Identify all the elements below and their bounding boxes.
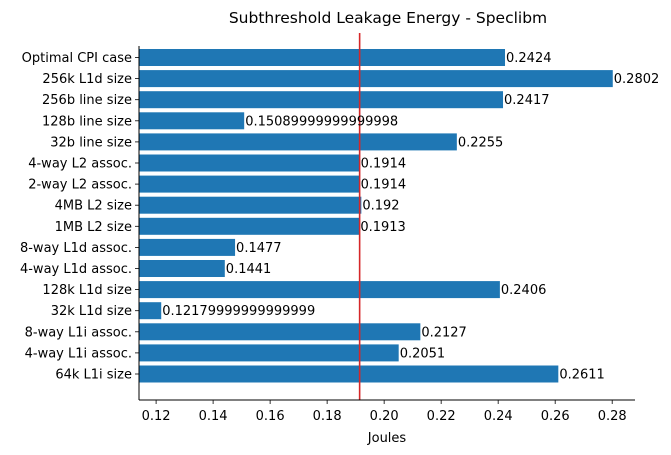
bar bbox=[139, 133, 457, 151]
y-tick-label: 128k L1d size bbox=[42, 283, 132, 298]
axes-layer bbox=[135, 46, 635, 404]
y-tick-label: 256b line size bbox=[42, 93, 132, 108]
y-tick-label: 8-way L1d assoc. bbox=[20, 241, 132, 256]
y-tick-label: 32k L1d size bbox=[51, 304, 132, 319]
y-tick-label: 4-way L2 assoc. bbox=[28, 157, 132, 172]
data-label: 0.1441 bbox=[226, 262, 271, 277]
bar bbox=[139, 112, 245, 130]
y-tick-label: Optimal CPI case bbox=[22, 51, 132, 66]
bar bbox=[139, 49, 506, 66]
data-label: 0.1914 bbox=[361, 178, 407, 193]
y-tick-label: 32b line size bbox=[50, 135, 132, 150]
data-label: 0.2127 bbox=[421, 325, 467, 340]
data-label: 0.2424 bbox=[506, 51, 552, 66]
bar bbox=[139, 238, 236, 256]
data-label: 0.192 bbox=[362, 199, 399, 214]
data-labels: 0.2424 0.2802 0.2417 0.15089999999999998 0.2… bbox=[162, 51, 659, 383]
data-label: 0.1914 bbox=[361, 157, 407, 172]
x-tick-label: 0.22 bbox=[427, 409, 456, 424]
x-tick-label: 0.26 bbox=[541, 409, 570, 424]
data-label: 0.1913 bbox=[360, 220, 406, 235]
y-tick-labels: Optimal CPI case 256k L1d size 256b line s… bbox=[20, 51, 132, 383]
bar bbox=[139, 70, 613, 88]
y-tick-label: 4-way L1d assoc. bbox=[20, 262, 132, 277]
x-tick-label: 0.12 bbox=[142, 409, 171, 424]
data-label: 0.1477 bbox=[236, 241, 282, 256]
bar bbox=[139, 323, 421, 341]
y-tick-label: 8-way L1i assoc. bbox=[25, 325, 132, 340]
y-tick-label: 64k L1i size bbox=[55, 368, 132, 383]
data-label: 0.2406 bbox=[501, 283, 547, 298]
data-label: 0.2255 bbox=[458, 135, 504, 150]
data-label: 0.2417 bbox=[504, 93, 550, 108]
data-label: 0.2802 bbox=[614, 72, 660, 87]
bar bbox=[139, 175, 360, 193]
bar bbox=[139, 196, 362, 214]
x-tick-label: 0.28 bbox=[598, 409, 627, 424]
bar bbox=[139, 365, 559, 383]
y-tick-label: 4MB L2 size bbox=[55, 199, 132, 214]
bar bbox=[139, 217, 360, 235]
data-label: 0.15089999999999998 bbox=[245, 114, 398, 129]
y-tick-label: 128b line size bbox=[42, 114, 132, 129]
data-label: 0.12179999999999999 bbox=[162, 304, 315, 319]
y-tick-label: 1MB L2 size bbox=[55, 220, 132, 235]
bar bbox=[139, 281, 500, 299]
data-label: 0.2051 bbox=[400, 346, 446, 361]
x-tick-label: 0.14 bbox=[199, 409, 228, 424]
chart-title: Subthreshold Leakage Energy - Speclibm bbox=[229, 9, 547, 27]
bar bbox=[139, 302, 162, 320]
x-tick-label: 0.20 bbox=[370, 409, 399, 424]
bar bbox=[139, 154, 360, 172]
x-tick-label: 0.16 bbox=[256, 409, 285, 424]
y-tick-label: 2-way L2 assoc. bbox=[28, 178, 132, 193]
x-tick-label: 0.18 bbox=[313, 409, 342, 424]
y-tick-label: 256k L1d size bbox=[42, 72, 132, 87]
x-axis-label: Joules bbox=[367, 431, 407, 446]
x-tick-label: 0.24 bbox=[484, 409, 513, 424]
bar bbox=[139, 344, 399, 362]
data-label: 0.2611 bbox=[559, 368, 605, 383]
x-tick-labels: 0.12 0.14 0.16 0.18 0.20 0.22 0.24 0.26 0.28 bbox=[142, 409, 627, 424]
y-tick-label: 4-way L1i assoc. bbox=[25, 346, 132, 361]
bar bbox=[139, 91, 504, 109]
bar bbox=[139, 260, 225, 277]
bars-layer bbox=[139, 49, 613, 383]
